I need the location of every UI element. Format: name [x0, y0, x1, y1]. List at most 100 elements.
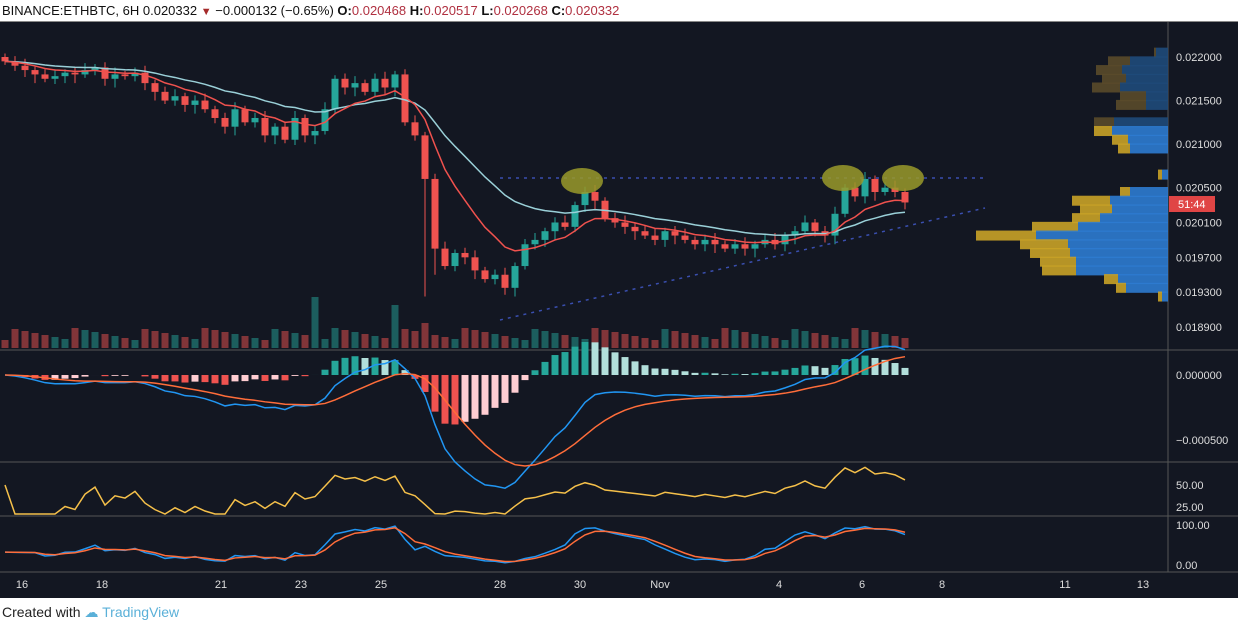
- macd-histogram-bar: [221, 375, 229, 385]
- volume-bar: [321, 339, 329, 348]
- macd-histogram-bar: [781, 369, 789, 375]
- candle: [131, 72, 139, 77]
- volume-bar: [481, 332, 489, 348]
- macd-histogram-bar: [181, 375, 189, 383]
- candle: [251, 117, 259, 123]
- time-tick: 16: [16, 579, 28, 591]
- macd-histogram-bar: [331, 360, 339, 375]
- candle: [731, 244, 739, 249]
- macd-histogram-bar: [481, 375, 489, 415]
- macd-tick: 0.000000: [1176, 370, 1222, 382]
- volume-profile-sell: [1100, 213, 1168, 224]
- macd-histogram-bar: [841, 358, 849, 375]
- volume-profile-buy: [1116, 99, 1146, 110]
- candle: [61, 72, 69, 77]
- ema-fast-line: [4, 60, 906, 252]
- candle: [141, 72, 149, 84]
- candle: [51, 76, 59, 79]
- low-label: L:: [481, 3, 494, 18]
- macd-histogram-bar: [671, 369, 679, 375]
- price-chart[interactable]: 0.022000 0.021500 0.021000 0.020500 0.020100…: [0, 22, 1238, 598]
- volume-bar: [81, 330, 89, 348]
- volume-profile-sell: [1112, 204, 1168, 215]
- macd-histogram-bar: [151, 375, 159, 379]
- volume-profile-sell: [1146, 91, 1168, 102]
- volume-bar: [521, 340, 529, 348]
- volume-bar: [261, 340, 269, 348]
- volume-bar: [681, 333, 689, 348]
- volume-bar: [701, 337, 709, 348]
- volume-profile-buy: [976, 230, 1036, 241]
- volume-bar: [431, 335, 439, 348]
- macd-histogram-bar: [631, 361, 639, 375]
- volume-bar: [781, 340, 789, 348]
- macd-histogram-bar: [141, 375, 149, 377]
- candle: [751, 244, 759, 249]
- volume-profile-sell: [1126, 73, 1168, 84]
- volume-profile-buy: [1092, 82, 1120, 93]
- candle: [521, 244, 529, 267]
- countdown-badge: [1169, 196, 1215, 212]
- volume-profile-buy: [1080, 204, 1112, 215]
- stoch-k-line: [4, 525, 906, 564]
- volume-profile-buy: [1118, 143, 1130, 154]
- volume-bar: [901, 338, 909, 348]
- volume-bar: [761, 336, 769, 348]
- open-value: 0.020468: [351, 3, 407, 18]
- time-tick: 21: [215, 579, 227, 591]
- macd-histogram-bar: [161, 375, 169, 382]
- macd-histogram-bar: [291, 375, 299, 376]
- macd-histogram-bar: [831, 365, 839, 375]
- candle: [811, 222, 819, 232]
- candle: [441, 248, 449, 267]
- price-tick: 0.019300: [1176, 287, 1222, 299]
- volume-bar: [451, 339, 459, 348]
- macd-histogram-bar: [601, 347, 609, 375]
- macd-histogram-bar: [821, 367, 829, 375]
- candle: [691, 239, 699, 245]
- candle: [351, 83, 359, 88]
- volume-profile-sell: [1036, 230, 1168, 241]
- macd-histogram-bar: [261, 375, 269, 381]
- candle: [181, 96, 189, 105]
- macd-histogram-bar: [271, 375, 279, 380]
- macd-histogram-bar: [191, 375, 199, 382]
- volume-bar: [111, 336, 119, 348]
- time-tick: 6: [859, 579, 865, 591]
- time-tick: 30: [574, 579, 586, 591]
- volume-bar: [191, 339, 199, 348]
- macd-histogram-bar: [751, 373, 759, 375]
- macd-histogram-bar: [61, 375, 69, 379]
- candle: [611, 218, 619, 223]
- volume-bar: [201, 328, 209, 348]
- volume-bar: [231, 334, 239, 348]
- candle: [71, 72, 79, 75]
- macd-histogram-bar: [561, 352, 569, 375]
- macd-histogram-bar: [801, 365, 809, 375]
- candle: [641, 231, 649, 236]
- candle: [401, 74, 409, 123]
- macd-histogram-bar: [361, 358, 369, 375]
- volume-bar: [61, 339, 69, 348]
- volume-bar: [131, 340, 139, 348]
- candle: [191, 100, 199, 105]
- rsi-tick: 25.00: [1176, 502, 1204, 514]
- candle: [481, 270, 489, 280]
- volume-profile-buy: [1042, 265, 1076, 276]
- macd-histogram-bar: [81, 375, 89, 377]
- volume-bar: [91, 332, 99, 348]
- candle: [631, 226, 639, 232]
- candle: [651, 235, 659, 240]
- price-tick: 0.019700: [1176, 252, 1222, 264]
- tradingview-logo-icon: ☁: [84, 604, 99, 620]
- volume-profile-sell: [1126, 282, 1168, 293]
- candle: [361, 83, 369, 92]
- symbol-header: BINANCE:ETHBTC, 6H 0.020332 ▼ −0.000132 …: [0, 0, 1238, 22]
- macd-histogram-bar: [231, 375, 239, 382]
- volume-bar: [341, 330, 349, 348]
- macd-histogram-bar: [861, 355, 869, 375]
- candle: [851, 187, 859, 197]
- tradingview-link[interactable]: TradingView: [102, 604, 180, 620]
- candle: [601, 200, 609, 219]
- candle: [1, 57, 9, 62]
